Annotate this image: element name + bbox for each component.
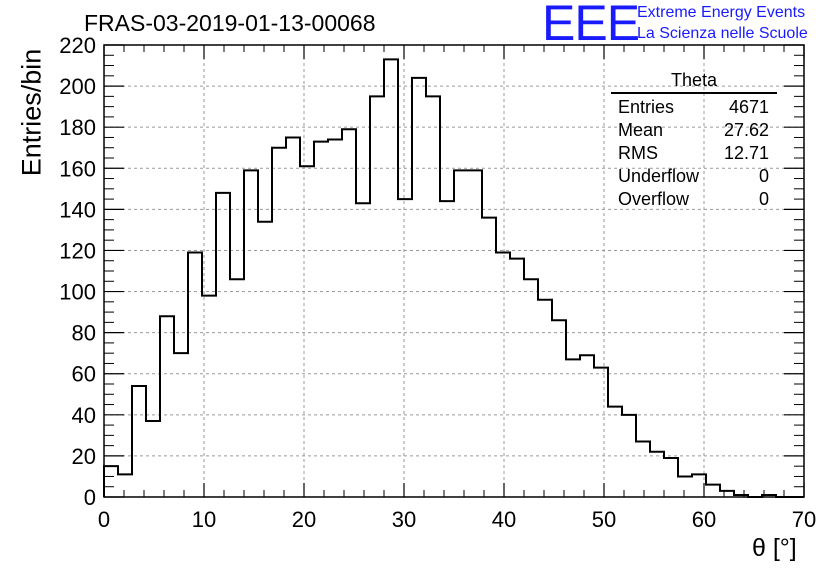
y-tick-label: 140 xyxy=(59,197,96,222)
histogram-bin xyxy=(720,491,734,497)
histogram-bin xyxy=(328,140,342,497)
x-tick-label: 0 xyxy=(98,507,110,532)
histogram-bin xyxy=(314,142,328,497)
grid-lines xyxy=(104,45,804,497)
histogram-bin xyxy=(384,59,398,497)
histogram-bin xyxy=(496,253,510,497)
axis-ticks xyxy=(103,44,805,498)
histogram-bin xyxy=(342,129,356,497)
histogram-bin xyxy=(398,199,412,497)
histogram-bin xyxy=(286,137,300,497)
histogram-bin xyxy=(118,474,132,497)
histogram-bin xyxy=(174,353,188,497)
histogram-bin xyxy=(636,442,650,497)
histogram-bin xyxy=(230,279,244,497)
histogram-bin xyxy=(412,78,426,497)
histogram-bin xyxy=(104,466,118,497)
histogram-bin xyxy=(188,253,202,497)
x-axis-label: θ [°] xyxy=(752,534,797,562)
histogram-bin xyxy=(664,458,678,497)
stats-label: Entries xyxy=(618,97,675,117)
x-tick-label: 40 xyxy=(492,507,516,532)
histogram-bin xyxy=(594,368,608,497)
x-tick-label: 30 xyxy=(392,507,416,532)
stats-label: Mean xyxy=(618,120,664,140)
stats-value: 0 xyxy=(758,166,769,186)
histogram-bin xyxy=(510,259,524,497)
chart-title: FRAS-03-2019-01-13-00068 xyxy=(84,10,376,36)
y-tick-label: 120 xyxy=(59,238,96,263)
histogram-bin xyxy=(132,386,146,497)
histogram-bin xyxy=(160,316,174,497)
histogram-bin xyxy=(524,279,538,497)
histogram-bin xyxy=(426,96,440,497)
stats-box: Theta Entries 4671 Mean 27.62 RMS 12.71 Und… xyxy=(611,70,777,211)
histogram-bin xyxy=(706,485,720,497)
histogram-bin xyxy=(650,452,664,497)
stats-row: Mean 27.62 xyxy=(611,119,777,142)
y-tick-label: 160 xyxy=(59,156,96,181)
histogram-bin xyxy=(202,296,216,497)
histogram-bin xyxy=(734,495,748,497)
stats-row: Overflow 0 xyxy=(611,188,777,211)
stats-label: Overflow xyxy=(618,189,690,209)
stats-value: 12.71 xyxy=(723,143,769,163)
histogram-bin xyxy=(538,300,552,497)
stats-title: Theta xyxy=(611,70,777,94)
histogram-bin xyxy=(216,193,230,497)
x-tick-label: 70 xyxy=(792,507,816,532)
x-tick-label: 10 xyxy=(192,507,216,532)
histogram-bin xyxy=(580,355,594,497)
eee-logo: EEE xyxy=(542,0,640,51)
y-tick-label: 220 xyxy=(59,33,96,58)
y-tick-label: 80 xyxy=(72,321,96,346)
x-tick-label: 60 xyxy=(692,507,716,532)
stats-row: Underflow 0 xyxy=(611,165,777,188)
stats-value: 27.62 xyxy=(723,120,769,140)
stats-value: 4671 xyxy=(728,97,769,117)
y-tick-label: 180 xyxy=(59,115,96,140)
tick-labels: 0 10 20 30 40 50 60 70 0 20 40 60 80 100 120 140 160 180 2… xyxy=(59,33,816,532)
stats-row: Entries 4671 xyxy=(611,96,777,119)
histogram-bin xyxy=(146,421,160,497)
brand-line-1: Extreme Energy Events xyxy=(637,4,806,21)
y-tick-label: 0 xyxy=(84,485,96,510)
stats-label: Underflow xyxy=(618,166,700,186)
histogram-bin xyxy=(370,96,384,497)
histogram-bin xyxy=(552,320,566,497)
histogram-series xyxy=(103,58,804,498)
histogram-bin xyxy=(622,415,636,497)
y-tick-label: 100 xyxy=(59,280,96,305)
histogram-bin xyxy=(678,476,692,497)
brand-line-2: La Scienza nelle Scuole xyxy=(637,25,808,42)
histogram-bin xyxy=(762,495,776,497)
y-tick-label: 60 xyxy=(72,362,96,387)
y-tick-label: 40 xyxy=(72,403,96,428)
histogram-bin xyxy=(566,359,580,497)
stats-value: 0 xyxy=(758,189,769,209)
histogram-bin xyxy=(482,218,496,497)
y-tick-label: 200 xyxy=(59,74,96,99)
y-axis-label: Entries/bin xyxy=(16,48,47,177)
stats-row: RMS 12.71 xyxy=(611,142,777,165)
y-tick-label: 20 xyxy=(72,444,96,469)
histogram-bin xyxy=(300,166,314,497)
histogram-bin xyxy=(258,222,272,497)
stats-label: RMS xyxy=(618,143,658,163)
histogram-bin xyxy=(454,170,468,497)
histogram-bin xyxy=(608,407,622,497)
histogram-bin xyxy=(468,170,482,497)
histogram-bin xyxy=(244,170,258,497)
histogram-bin xyxy=(356,203,370,497)
x-tick-label: 50 xyxy=(592,507,616,532)
histogram-bin xyxy=(440,201,454,497)
histogram-bin xyxy=(692,474,706,497)
x-tick-label: 20 xyxy=(292,507,316,532)
histogram-bin xyxy=(272,148,286,497)
